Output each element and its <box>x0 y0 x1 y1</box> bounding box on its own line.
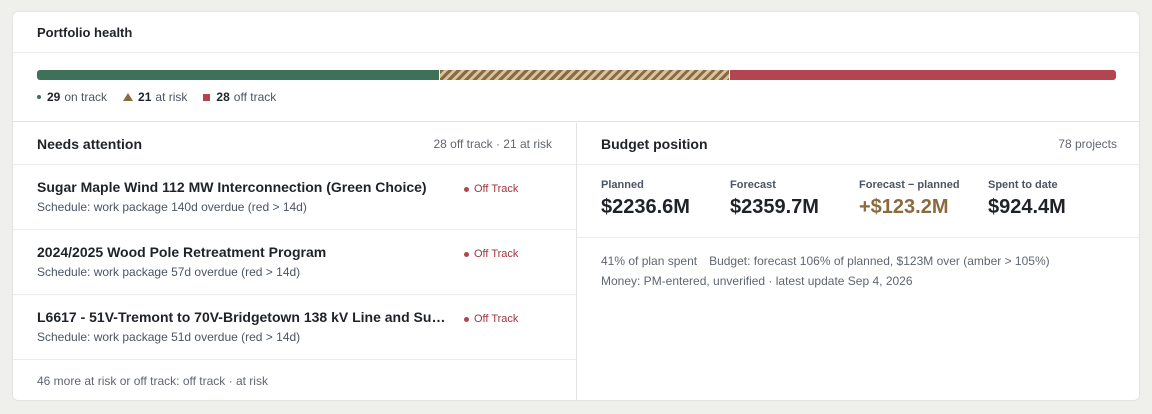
needs-attention-meta: 28 off track · 21 at risk <box>433 136 553 151</box>
metric-label: Planned <box>601 179 644 191</box>
attention-row[interactable]: 2024/2025 Wood Pole Retreatment Program … <box>13 230 576 295</box>
needs-attention-header: Needs attention 28 off track · 21 at ris… <box>13 123 576 165</box>
metric-spent-to-date: Spent to date $924.4M <box>988 179 1117 237</box>
budget-title: Budget position <box>601 135 708 152</box>
attention-row[interactable]: Sugar Maple Wind 112 MW Interconnection … <box>13 165 576 230</box>
on-track-count: 29 <box>47 90 61 104</box>
project-title: Sugar Maple Wind 112 MW Interconnection … <box>37 179 427 195</box>
budget-note-line: 41% of plan spent Budget: forecast 106% o… <box>601 251 1117 271</box>
legend-off-track: 28 off track <box>203 90 276 104</box>
money-source-note: Money: PM-entered, unverified · latest u… <box>601 274 913 288</box>
status-badge: Off Track <box>464 248 518 260</box>
metric-value: $2359.7M <box>730 196 819 218</box>
metric-planned: Planned $2236.6M <box>601 179 730 237</box>
project-detail: Schedule: work package 57d overdue (red … <box>37 265 301 279</box>
attention-row[interactable]: L6617 - 51V-Tremont to 70V-Bridgetown 13… <box>13 295 576 360</box>
status-dot-icon <box>464 251 469 257</box>
on-track-label: on track <box>64 90 108 104</box>
budget-metrics: Planned $2236.6M Forecast $2359.7M Forec… <box>577 165 1139 238</box>
page-title: Portfolio health <box>37 25 133 40</box>
metric-value: +$123.2M <box>859 196 949 218</box>
metric-forecast: Forecast $2359.7M <box>730 179 859 237</box>
off-track-label: off track <box>233 90 277 104</box>
more-items-link[interactable]: 46 more at risk or off track: off track … <box>37 374 268 388</box>
at-risk-bar-segment[interactable] <box>440 70 729 80</box>
status-dot-icon <box>464 186 469 192</box>
card-header: Portfolio health <box>13 12 1139 53</box>
project-detail: Schedule: work package 51d overdue (red … <box>37 330 301 344</box>
metric-forecast-minus-planned: Forecast − planned +$123.2M <box>859 179 988 237</box>
status-label: Off Track <box>474 183 519 195</box>
budget-meta: 78 projects <box>1058 136 1117 151</box>
at-risk-count: 21 <box>138 90 152 104</box>
budget-notes: 41% of plan spent Budget: forecast 106% o… <box>577 238 1139 291</box>
portfolio-health-card: Portfolio health 29 on track 21 at risk … <box>12 11 1140 401</box>
panels: Needs attention 28 off track · 21 at ris… <box>13 123 1139 400</box>
metric-label: Forecast − planned <box>859 179 960 191</box>
project-detail: Schedule: work package 140d overdue (red… <box>37 200 307 214</box>
health-summary: 29 on track 21 at risk 28 off track <box>13 53 1139 122</box>
health-legend: 29 on track 21 at risk 28 off track <box>37 90 292 104</box>
square-icon <box>203 93 211 101</box>
status-badge: Off Track <box>464 183 518 195</box>
metric-value: $2236.6M <box>601 196 690 218</box>
legend-on-track: 29 on track <box>37 90 107 104</box>
status-label: Off Track <box>474 313 519 325</box>
budget-header: Budget position 78 projects <box>577 123 1139 165</box>
metric-value: $924.4M <box>988 196 1066 218</box>
needs-attention-panel: Needs attention 28 off track · 21 at ris… <box>13 123 577 400</box>
at-risk-label: at risk <box>155 90 188 104</box>
dot-icon <box>37 95 41 99</box>
legend-at-risk: 21 at risk <box>123 90 187 104</box>
plan-spent-note: 41% of plan spent <box>601 254 698 268</box>
metric-label: Spent to date <box>988 179 1058 191</box>
on-track-bar-segment[interactable] <box>37 70 439 80</box>
status-badge: Off Track <box>464 313 518 325</box>
budget-status-note: Budget: forecast 106% of planned, $123M … <box>709 254 1050 268</box>
project-title: L6617 - 51V-Tremont to 70V-Bridgetown 13… <box>37 309 446 325</box>
needs-attention-title: Needs attention <box>37 135 143 152</box>
metric-label: Forecast <box>730 179 776 191</box>
budget-position-panel: Budget position 78 projects Planned $223… <box>577 123 1139 400</box>
off-track-bar-segment[interactable] <box>730 70 1116 80</box>
off-track-count: 28 <box>216 90 230 104</box>
project-title: 2024/2025 Wood Pole Retreatment Program <box>37 244 327 260</box>
triangle-icon <box>123 93 134 101</box>
status-dot-icon <box>464 316 469 322</box>
status-label: Off Track <box>474 248 519 260</box>
